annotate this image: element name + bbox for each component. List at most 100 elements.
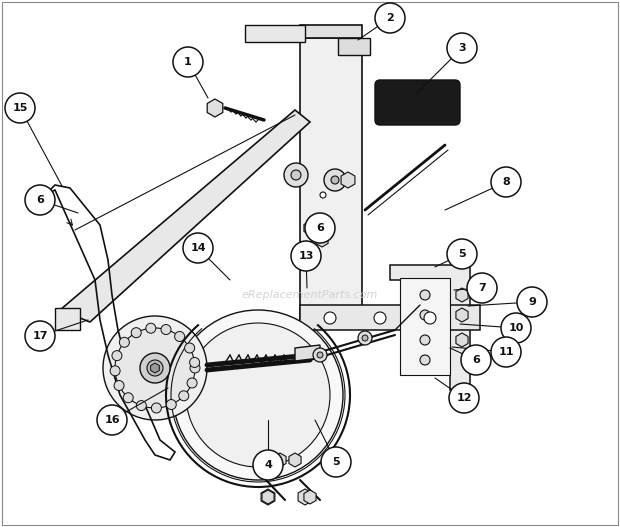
Text: 16: 16: [104, 415, 120, 425]
Circle shape: [324, 312, 336, 324]
Circle shape: [305, 213, 335, 243]
Circle shape: [115, 328, 195, 408]
Text: 5: 5: [458, 249, 466, 259]
Circle shape: [114, 380, 124, 391]
Circle shape: [123, 393, 133, 403]
Circle shape: [97, 405, 127, 435]
Polygon shape: [400, 278, 450, 375]
Circle shape: [424, 312, 436, 324]
Text: 3: 3: [458, 43, 466, 53]
Polygon shape: [456, 288, 468, 302]
Circle shape: [147, 360, 163, 376]
Circle shape: [491, 167, 521, 197]
Text: 6: 6: [36, 195, 44, 205]
Text: 7: 7: [478, 283, 486, 293]
Circle shape: [517, 287, 547, 317]
Text: 11: 11: [498, 347, 514, 357]
Polygon shape: [295, 345, 320, 361]
Circle shape: [284, 163, 308, 187]
Polygon shape: [341, 172, 355, 188]
Circle shape: [140, 353, 170, 383]
Circle shape: [110, 366, 120, 376]
Circle shape: [420, 290, 430, 300]
Text: 8: 8: [502, 177, 510, 187]
Circle shape: [253, 450, 283, 480]
Circle shape: [179, 391, 188, 401]
Circle shape: [291, 170, 301, 180]
Circle shape: [183, 233, 213, 263]
Circle shape: [331, 176, 339, 184]
Circle shape: [374, 312, 386, 324]
Circle shape: [5, 93, 35, 123]
Circle shape: [320, 192, 326, 198]
Polygon shape: [274, 453, 286, 467]
Circle shape: [146, 323, 156, 333]
Polygon shape: [300, 38, 362, 320]
Circle shape: [449, 383, 479, 413]
Circle shape: [187, 378, 197, 388]
Circle shape: [25, 321, 55, 351]
Circle shape: [186, 323, 330, 467]
Text: 14: 14: [190, 243, 206, 253]
Circle shape: [173, 47, 203, 77]
Circle shape: [112, 350, 122, 360]
Text: 4: 4: [264, 460, 272, 470]
Polygon shape: [262, 490, 274, 504]
Circle shape: [491, 337, 521, 367]
Circle shape: [25, 185, 55, 215]
Circle shape: [420, 310, 430, 320]
Polygon shape: [245, 25, 305, 42]
Circle shape: [362, 335, 368, 341]
Circle shape: [175, 331, 185, 341]
Circle shape: [308, 251, 316, 259]
Polygon shape: [151, 363, 159, 373]
Text: 9: 9: [528, 297, 536, 307]
Text: 10: 10: [508, 323, 524, 333]
Polygon shape: [456, 333, 468, 347]
Circle shape: [375, 3, 405, 33]
Circle shape: [166, 399, 176, 409]
Text: 13: 13: [298, 251, 314, 261]
Circle shape: [501, 313, 531, 343]
Text: eReplacementParts.com: eReplacementParts.com: [242, 290, 378, 300]
Polygon shape: [304, 221, 316, 235]
Text: 6: 6: [472, 355, 480, 365]
Circle shape: [103, 316, 207, 420]
Circle shape: [358, 331, 372, 345]
Polygon shape: [456, 308, 468, 322]
Circle shape: [161, 325, 171, 335]
Circle shape: [420, 335, 430, 345]
Polygon shape: [261, 489, 275, 505]
Circle shape: [131, 328, 141, 338]
Polygon shape: [300, 25, 362, 38]
Circle shape: [120, 337, 130, 347]
Circle shape: [317, 352, 323, 358]
Polygon shape: [60, 110, 310, 322]
Text: 12: 12: [456, 393, 472, 403]
Circle shape: [313, 348, 327, 362]
Circle shape: [190, 363, 200, 373]
Text: 1: 1: [184, 57, 192, 67]
Circle shape: [185, 343, 195, 353]
Text: 6: 6: [316, 223, 324, 233]
Polygon shape: [390, 265, 470, 390]
FancyBboxPatch shape: [375, 80, 460, 125]
Circle shape: [136, 401, 146, 411]
Text: 5: 5: [332, 457, 340, 467]
Circle shape: [190, 357, 200, 367]
Circle shape: [324, 169, 346, 191]
Polygon shape: [316, 233, 328, 247]
Circle shape: [420, 355, 430, 365]
Polygon shape: [207, 99, 223, 117]
Circle shape: [321, 447, 351, 477]
Circle shape: [291, 241, 321, 271]
Polygon shape: [300, 305, 480, 330]
Circle shape: [461, 345, 491, 375]
Polygon shape: [298, 489, 312, 505]
Circle shape: [151, 403, 161, 413]
Text: 15: 15: [12, 103, 28, 113]
Polygon shape: [338, 38, 370, 55]
Circle shape: [447, 33, 477, 63]
Polygon shape: [304, 490, 316, 504]
Polygon shape: [289, 453, 301, 467]
